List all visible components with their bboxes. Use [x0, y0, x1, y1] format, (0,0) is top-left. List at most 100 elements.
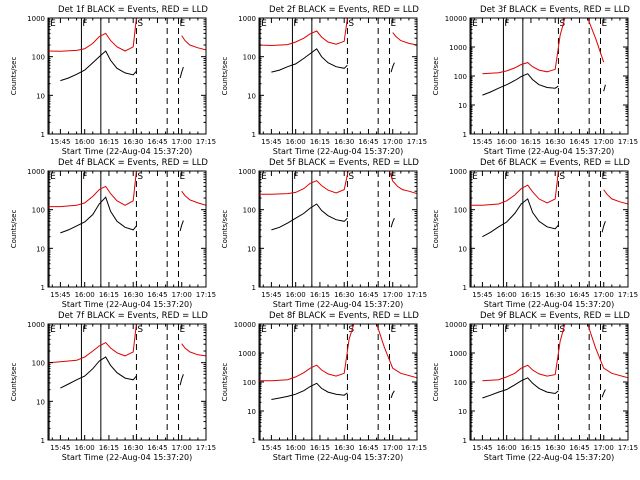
x-tick-label: 16:15	[310, 138, 330, 146]
lld-series-line	[181, 343, 206, 357]
x-tick-label: 16:45	[358, 291, 378, 299]
x-tick-label: 16:15	[521, 444, 541, 452]
x-tick-label: 17:15	[407, 444, 427, 452]
y-axis-label: Counts/sec	[10, 210, 18, 249]
lld-series-line	[392, 32, 417, 46]
y-axis-label: Counts/sec	[221, 57, 229, 96]
y-axis-label: Counts/sec	[432, 363, 440, 402]
lld-series-line	[389, 171, 417, 195]
events-series-line	[601, 221, 606, 233]
time-marker-label: E	[390, 325, 396, 335]
y-tick-label: 100	[32, 360, 45, 368]
time-marker-label: E	[50, 19, 56, 29]
events-series-line	[60, 356, 137, 389]
time-marker-label: F	[293, 172, 298, 182]
x-tick-label: 16:15	[99, 138, 119, 146]
y-tick-label: 100	[32, 54, 45, 62]
x-tick-label: 15:45	[261, 291, 281, 299]
y-axis-label: Counts/sec	[432, 57, 440, 96]
events-series-line	[603, 84, 606, 92]
x-tick-label: 16:30	[123, 138, 143, 146]
plot-frame	[47, 17, 207, 135]
series-group	[470, 171, 628, 238]
x-tick-label: 15:45	[261, 138, 281, 146]
time-marker-label: S	[348, 325, 354, 335]
y-axis-label: Counts/sec	[221, 363, 229, 402]
time-marker-label: E	[601, 325, 607, 335]
events-series-line	[179, 66, 184, 79]
x-tick-label: 17:00	[594, 138, 614, 146]
panel-title: Det 3f BLACK = Events, RED = LLD	[480, 5, 630, 15]
x-tick-label: 16:15	[521, 291, 541, 299]
x-tick-label: 16:45	[569, 138, 589, 146]
lld-series-line	[482, 18, 605, 75]
x-tick-label: 15:45	[50, 138, 70, 146]
panel-title: Det 6f BLACK = Events, RED = LLD	[480, 158, 630, 168]
lld-series-line	[603, 189, 628, 205]
plot-frame	[469, 170, 629, 288]
time-marker-label: F	[293, 325, 298, 335]
y-tick-label: 100	[243, 379, 256, 387]
lld-series-line	[259, 171, 349, 195]
y-tick-label: 1	[463, 284, 467, 292]
time-marker-label: E	[179, 325, 185, 335]
events-series-line	[271, 203, 348, 231]
series-group	[482, 324, 628, 399]
x-tick-label: 15:45	[50, 291, 70, 299]
panel-title: Det 4f BLACK = Events, RED = LLD	[58, 158, 208, 168]
x-axis-label: Start Time (22-Aug-04 15:37:20)	[484, 300, 615, 309]
y-tick-label: 1000	[27, 321, 45, 329]
y-tick-label: 1000	[238, 15, 256, 23]
y-tick-label: 10	[36, 245, 45, 253]
panel-title: Det 2f BLACK = Events, RED = LLD	[269, 5, 419, 15]
time-marker-label: E	[472, 172, 478, 182]
series-group	[259, 324, 417, 400]
plot-frame	[258, 323, 418, 441]
x-axis-label: Start Time (22-Aug-04 15:37:20)	[62, 453, 193, 462]
x-tick-label: 16:00	[497, 291, 517, 299]
x-tick-label: 16:45	[147, 291, 167, 299]
y-tick-label: 1	[41, 284, 45, 292]
series-group	[48, 324, 206, 389]
y-tick-label: 10000	[445, 15, 467, 23]
time-marker-label: E	[50, 325, 56, 335]
time-marker-label: E	[50, 172, 56, 182]
y-tick-label: 1000	[238, 350, 256, 358]
x-tick-label: 16:15	[99, 444, 119, 452]
lld-series-line	[181, 35, 206, 51]
time-marker-label: F	[82, 325, 87, 335]
x-tick-label: 15:45	[50, 444, 70, 452]
x-tick-label: 16:45	[147, 444, 167, 452]
y-tick-label: 100	[32, 207, 45, 215]
y-tick-label: 10	[458, 408, 467, 416]
y-tick-label: 10	[247, 245, 256, 253]
x-tick-label: 17:00	[383, 138, 403, 146]
plot-frame	[47, 170, 207, 288]
y-tick-label: 10	[458, 245, 467, 253]
y-axis-label: Counts/sec	[10, 363, 18, 402]
events-series-line	[179, 374, 184, 386]
lld-series-line	[48, 324, 137, 364]
x-tick-label: 15:45	[472, 138, 492, 146]
x-tick-label: 16:30	[123, 291, 143, 299]
time-marker-label: S	[137, 172, 143, 182]
x-tick-label: 16:45	[358, 138, 378, 146]
x-tick-label: 16:30	[545, 291, 565, 299]
x-tick-label: 16:15	[310, 291, 330, 299]
time-marker-label: E	[179, 19, 185, 29]
x-tick-label: 16:00	[75, 444, 95, 452]
x-tick-label: 16:45	[569, 444, 589, 452]
events-series-line	[482, 377, 559, 399]
panel-title: Det 1f BLACK = Events, RED = LLD	[58, 5, 208, 15]
y-axis-label: Counts/sec	[221, 210, 229, 249]
x-tick-label: 17:15	[407, 291, 427, 299]
x-tick-label: 17:00	[383, 444, 403, 452]
x-axis-label: Start Time (22-Aug-04 15:37:20)	[273, 453, 404, 462]
x-tick-label: 17:15	[196, 138, 216, 146]
time-marker-label: F	[293, 19, 298, 29]
y-tick-label: 1	[252, 131, 256, 139]
x-tick-label: 17:00	[383, 291, 403, 299]
